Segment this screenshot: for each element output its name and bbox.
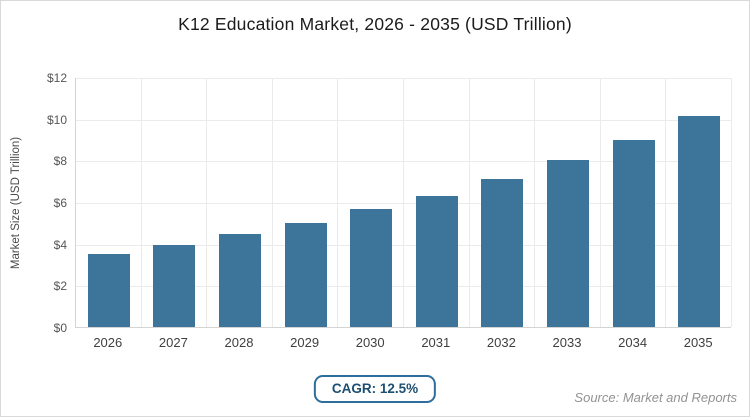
gridline-vertical (599, 78, 601, 327)
gridline-vertical (337, 78, 339, 327)
bar-2033 (547, 160, 589, 327)
x-tick-label: 2026 (93, 335, 123, 350)
bar-2035 (678, 115, 721, 327)
x-tick-label: 2029 (290, 335, 320, 350)
y-tick-label: $6 (53, 196, 67, 210)
y-axis-title: Market Size (USD Trillion) (10, 136, 22, 270)
x-tick-label: 2034 (618, 335, 648, 350)
y-tick-label: $4 (53, 237, 67, 252)
gridline-vertical (468, 78, 470, 327)
x-tick-label: 2031 (421, 335, 451, 350)
gridline-vertical (206, 78, 208, 327)
gridline-vertical (534, 78, 536, 327)
x-tick-label: 2028 (224, 335, 254, 350)
bar-2032 (481, 179, 524, 327)
y-tick-label: $2 (53, 279, 67, 294)
x-tick-label: 2033 (552, 335, 582, 350)
chart-title: K12 Education Market, 2026 - 2035 (USD T… (178, 14, 572, 34)
x-tick-label: 2035 (683, 335, 713, 350)
cagr-badge-label: CAGR: 12.5% (331, 381, 419, 396)
y-tick-label: $10 (46, 112, 67, 127)
gridline-vertical (403, 78, 404, 327)
bar-2026 (87, 254, 130, 327)
plot-area (75, 78, 732, 328)
bar-2031 (415, 195, 458, 327)
bar-2030 (350, 209, 393, 327)
y-tick-label: $12 (46, 71, 67, 85)
gridline-vertical (271, 78, 273, 327)
y-tick-label: $0 (53, 321, 67, 335)
source-text: Source: Market and Reports (574, 390, 737, 405)
cagr-badge: CAGR: 12.5% (313, 375, 437, 403)
gridline-vertical (665, 78, 667, 327)
bar-2034 (612, 139, 655, 327)
bar-2028 (219, 234, 261, 327)
bar-2027 (153, 244, 196, 327)
gridline-vertical (140, 78, 142, 327)
gridline-vertical (731, 78, 732, 327)
x-tick-label: 2032 (486, 335, 516, 350)
bar-2029 (284, 222, 327, 327)
x-tick-label: 2030 (355, 335, 385, 350)
x-tick-label: 2027 (158, 335, 188, 350)
y-tick-label: $8 (53, 154, 67, 169)
